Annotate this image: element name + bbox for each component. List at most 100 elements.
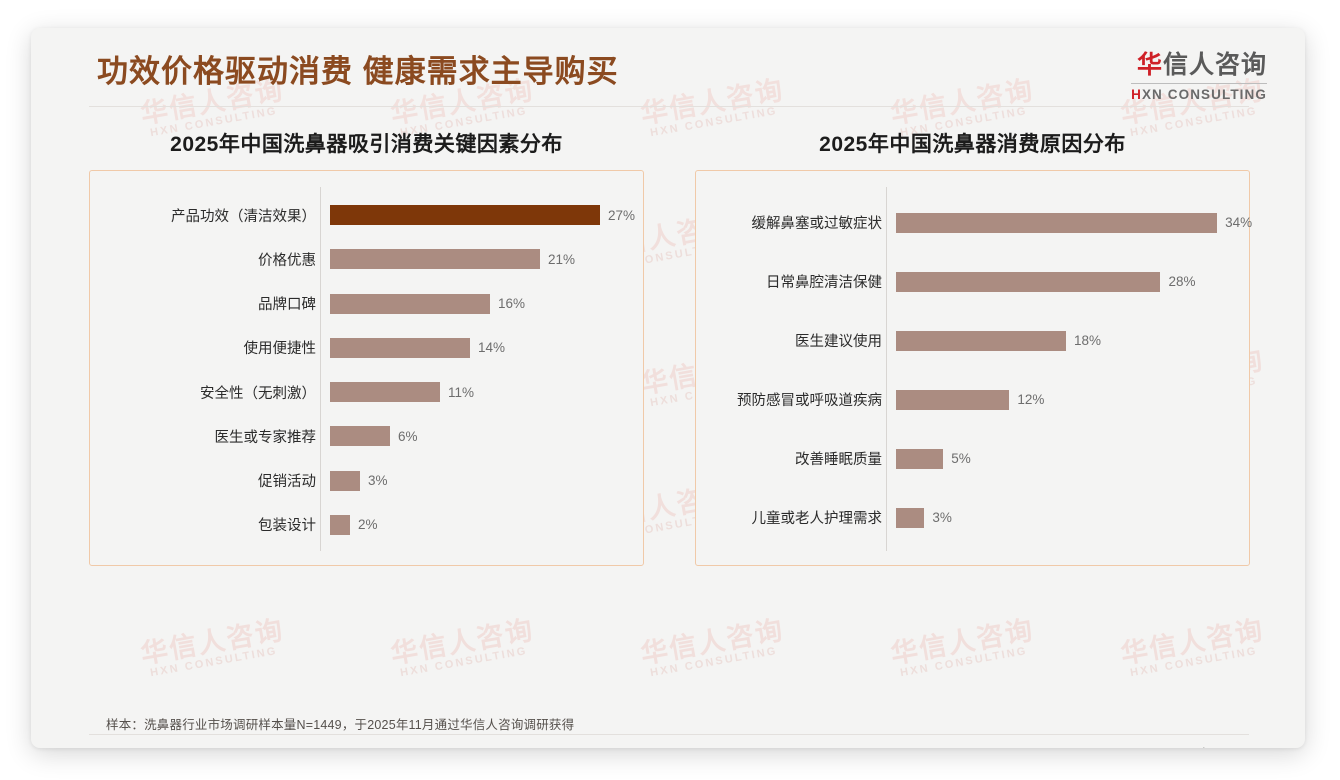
watermark-english: HXN CONSULTING <box>899 645 1029 680</box>
bar-value-label: 11% <box>448 384 475 400</box>
bar-track: 21% <box>330 249 633 270</box>
plot-area: 缓解鼻塞或过敏症状 34% 日常鼻腔清洁保健 28% 医生建议使用 18% 预防感冒或呼吸道… <box>696 171 1252 565</box>
bar-value-label: 28% <box>1168 274 1196 289</box>
bar[interactable] <box>330 426 390 447</box>
category-axis-line <box>886 187 887 551</box>
watermark-english: HXN CONSULTING <box>1129 645 1259 680</box>
chart-title: 2025年中国洗鼻器消费原因分布 <box>819 133 1126 156</box>
chart-block-purchase-reasons: 2025年中国洗鼻器消费原因分布 缓解鼻塞或过敏症状 34% 日常鼻腔清洁保健 28%… <box>695 120 1252 566</box>
bar-row: 医生建议使用 18% <box>706 329 1239 353</box>
bar[interactable] <box>330 205 600 226</box>
bar[interactable] <box>330 249 540 270</box>
watermark-english: HXN CONSULTING <box>149 645 279 680</box>
bar-track: 18% <box>896 330 1239 351</box>
watermark-chinese: 华信人咨询 <box>638 614 787 670</box>
bar-track: 28% <box>896 271 1239 292</box>
bar-track: 2% <box>330 514 633 535</box>
slide-canvas: 华信人咨询 HXN CONSULTING 华信人咨询 HXN CONSULTING 华信… <box>31 28 1305 748</box>
bar-value-label: 3% <box>932 510 952 525</box>
company-logo: 华信人咨询 HXN CONSULTING <box>1131 53 1267 102</box>
logo-en-rest: XN CONSULTING <box>1141 87 1267 102</box>
bar-category-label: 缓解鼻塞或过敏症状 <box>751 216 883 232</box>
bar-row: 医生或专家推荐 6% <box>100 424 633 448</box>
bar[interactable] <box>896 271 1161 292</box>
bar-category-label: 品牌口碑 <box>258 297 316 314</box>
bar-value-label: 21% <box>548 251 576 267</box>
bar-track: 14% <box>330 337 633 358</box>
bar-row: 儿童或老人护理需求 3% <box>706 506 1239 530</box>
bar-row: 包装设计 2% <box>100 513 633 537</box>
watermark-chinese: 华信人咨询 <box>388 614 537 670</box>
logo-cn-rest: 信人咨询 <box>1162 51 1267 79</box>
chart-title: 2025年中国洗鼻器吸引消费关键因素分布 <box>170 133 563 156</box>
bar-category-label: 医生或专家推荐 <box>214 429 317 446</box>
bar-track: 27% <box>330 205 636 226</box>
slide-header: 功效价格驱动消费 健康需求主导购买 华信人咨询 HXN CONSULTING <box>31 28 1305 108</box>
bar[interactable] <box>330 337 470 358</box>
logo-cn-red-char: 华 <box>1136 51 1163 79</box>
bar-category-label: 预防感冒或呼吸道疾病 <box>737 393 882 409</box>
footer-divider <box>89 734 1249 735</box>
logo-en-red-char: H <box>1131 87 1142 102</box>
bar[interactable] <box>896 330 1066 351</box>
bar-track: 3% <box>896 507 1239 528</box>
bar-row: 安全性（无刺激） 11% <box>100 380 633 404</box>
bar[interactable] <box>896 212 1218 233</box>
bar-track: 3% <box>330 470 633 491</box>
logo-divider <box>1131 83 1267 84</box>
bar-category-label: 产品功效（清洁效果） <box>171 208 316 225</box>
slide-footer: ©2026.1 HXR华信人咨询 www.hxrcon.com <box>31 744 1305 748</box>
bar-category-label: 使用便捷性 <box>243 341 317 358</box>
logo-english-text: HXN CONSULTING <box>1131 88 1267 102</box>
chart-panel: 缓解鼻塞或过敏症状 34% 日常鼻腔清洁保健 28% 医生建议使用 18% 预防感冒或呼吸道… <box>695 170 1252 566</box>
watermark-english: HXN CONSULTING <box>399 645 529 680</box>
bar-category-label: 日常鼻腔清洁保健 <box>766 275 882 291</box>
sample-footnote: 样本：洗鼻器行业市场调研样本量N=1449，于2025年11月通过华信人咨询调研… <box>106 718 575 732</box>
bar-row: 促销活动 3% <box>100 469 633 493</box>
bar-value-label: 14% <box>478 340 506 356</box>
bar-track: 11% <box>330 382 633 403</box>
bar-category-label: 医生建议使用 <box>795 334 882 350</box>
plot-area: 产品功效（清洁效果） 27% 价格优惠 21% 品牌口碑 16% 使用便捷性 14% 安全性（无… <box>90 171 643 565</box>
watermark-chinese: 华信人咨询 <box>1118 614 1267 670</box>
bar-row: 改善睡眠质量 5% <box>706 447 1239 471</box>
bar-row: 品牌口碑 16% <box>100 292 633 316</box>
bar[interactable] <box>896 507 925 528</box>
bar-value-label: 34% <box>1225 215 1253 230</box>
bar-row: 预防感冒或呼吸道疾病 12% <box>706 388 1239 412</box>
watermark-chinese: 华信人咨询 <box>888 614 1037 670</box>
website-text[interactable]: www.hxrcon.com <box>1173 746 1267 748</box>
bar-category-label: 儿童或老人护理需求 <box>751 511 883 527</box>
bar-row: 产品功效（清洁效果） 27% <box>100 203 636 227</box>
category-axis-line <box>320 187 321 551</box>
bar-value-label: 18% <box>1074 333 1102 348</box>
bar-value-label: 6% <box>398 428 418 444</box>
bar[interactable] <box>330 514 350 535</box>
chart-block-key-factors: 2025年中国洗鼻器吸引消费关键因素分布 产品功效（清洁效果） 27% 价格优惠 21… <box>89 120 644 566</box>
watermark-chinese: 华信人咨询 <box>138 614 287 670</box>
bar-value-label: 12% <box>1017 392 1045 407</box>
bar-value-label: 3% <box>368 473 388 489</box>
logo-chinese-text: 华信人咨询 <box>1131 53 1267 78</box>
bar-value-label: 16% <box>498 296 526 312</box>
bar[interactable] <box>896 389 1010 410</box>
bar-row: 日常鼻腔清洁保健 28% <box>706 270 1239 294</box>
header-divider <box>89 106 1249 107</box>
bar[interactable] <box>330 293 490 314</box>
chart-panel: 产品功效（清洁效果） 27% 价格优惠 21% 品牌口碑 16% 使用便捷性 14% 安全性（无… <box>89 170 644 566</box>
bar-category-label: 促销活动 <box>258 474 316 491</box>
bar[interactable] <box>896 448 944 469</box>
bar-row: 缓解鼻塞或过敏症状 34% <box>706 211 1252 235</box>
bar-category-label: 改善睡眠质量 <box>795 452 882 468</box>
bar-value-label: 27% <box>608 207 636 223</box>
bar-track: 34% <box>896 212 1252 233</box>
page-title: 功效价格驱动消费 健康需求主导购买 <box>97 54 619 89</box>
bar-track: 12% <box>896 389 1239 410</box>
bar[interactable] <box>330 470 360 491</box>
bar-track: 6% <box>330 426 633 447</box>
bar[interactable] <box>330 382 440 403</box>
